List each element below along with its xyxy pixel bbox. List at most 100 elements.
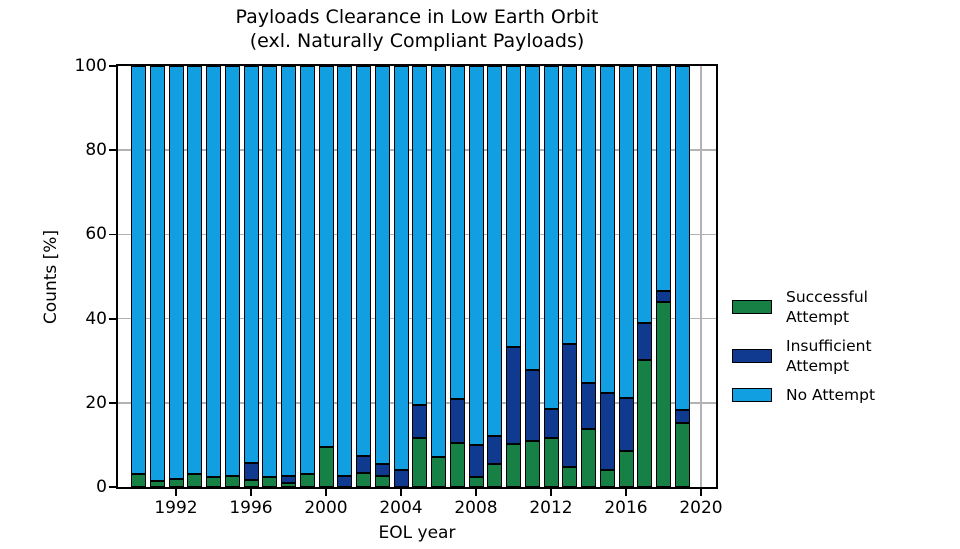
bar-2005-no-attempt — [412, 66, 428, 405]
bar-1991-no-attempt — [149, 66, 165, 481]
bar-2015-no-attempt — [599, 66, 615, 394]
x-tick-label-2008: 2008 — [454, 498, 498, 518]
bar-2002-successful-attempt — [356, 472, 371, 487]
bar-1994-successful-attempt — [206, 477, 221, 487]
bar-2010-insufficient-attempt — [506, 346, 521, 445]
bar-1990-no-attempt — [131, 66, 146, 475]
bar-1999-no-attempt — [299, 66, 315, 475]
bar-2015-insufficient-attempt — [599, 393, 615, 471]
bar-2000-no-attempt — [318, 66, 334, 448]
bar-2009-insufficient-attempt — [487, 436, 503, 464]
bar-2018-insufficient-attempt — [656, 291, 671, 303]
bar-1998-no-attempt — [281, 66, 296, 477]
bar-2013-no-attempt — [562, 66, 578, 344]
chart-title-line2: (exl. Naturally Compliant Payloads) — [249, 30, 585, 52]
bar-1997-successful-attempt — [262, 476, 278, 487]
bar-2006-successful-attempt — [431, 456, 446, 487]
x-tick-mark-2016 — [625, 489, 627, 496]
x-tick-mark-2008 — [475, 489, 477, 496]
bar-1992-successful-attempt — [168, 478, 184, 487]
bar-2011-no-attempt — [524, 66, 540, 371]
bar-2008-insufficient-attempt — [468, 444, 484, 478]
bar-1995-no-attempt — [224, 66, 240, 477]
bar-2003-insufficient-attempt — [374, 464, 390, 477]
x-tick-label-1996: 1996 — [229, 498, 273, 518]
bar-1996-insufficient-attempt — [243, 463, 259, 480]
legend-swatch-insufficient_attempt — [732, 349, 772, 363]
x-tick-label-2020: 2020 — [679, 498, 723, 518]
bar-1998-insufficient-attempt — [281, 476, 296, 484]
bar-2006-no-attempt — [431, 66, 446, 457]
x-tick-mark-1992 — [175, 489, 177, 496]
y-tick-label-20: 20 — [85, 392, 107, 413]
bar-1996-no-attempt — [243, 66, 259, 464]
bar-2008-no-attempt — [468, 66, 484, 445]
bar-1994-no-attempt — [206, 66, 221, 478]
bar-2014-no-attempt — [581, 66, 596, 383]
bar-2017-successful-attempt — [637, 359, 653, 487]
x-tick-label-2000: 2000 — [304, 498, 348, 518]
bar-2008-successful-attempt — [468, 477, 484, 487]
bar-1996-successful-attempt — [243, 479, 259, 487]
y-tick-label-60: 60 — [85, 224, 107, 245]
legend-label-insufficient_attempt: Insufficient Attempt — [786, 337, 872, 375]
bar-1993-successful-attempt — [187, 473, 203, 487]
bar-2009-successful-attempt — [487, 463, 503, 487]
bar-2019-insufficient-attempt — [674, 409, 690, 423]
legend-item-no_attempt: No Attempt — [732, 385, 875, 405]
bar-2009-no-attempt — [487, 66, 503, 437]
bar-2010-successful-attempt — [506, 444, 521, 487]
legend-item-insufficient_attempt: Insufficient Attempt — [732, 336, 875, 376]
x-tick-label-2016: 2016 — [604, 498, 648, 518]
chart-title-line1: Payloads Clearance in Low Earth Orbit — [235, 6, 599, 28]
bar-1993-no-attempt — [187, 66, 203, 474]
x-tick-label-1992: 1992 — [154, 498, 198, 518]
bar-2012-insufficient-attempt — [543, 409, 559, 438]
bar-2015-successful-attempt — [599, 470, 615, 487]
bar-2011-successful-attempt — [524, 440, 540, 487]
x-axis-label: EOL year — [378, 523, 456, 543]
bar-2013-successful-attempt — [562, 466, 578, 487]
bar-2005-insufficient-attempt — [412, 404, 428, 439]
legend-label-successful_attempt: Successful Attempt — [786, 288, 868, 326]
legend-swatch-successful_attempt — [732, 300, 772, 314]
y-tick-label-0: 0 — [96, 477, 107, 497]
x-tick-mark-1996 — [250, 489, 252, 496]
bar-2000-successful-attempt — [318, 447, 334, 487]
legend-item-successful_attempt: Successful Attempt — [732, 287, 875, 327]
bar-1990-successful-attempt — [131, 474, 146, 487]
bar-2004-insufficient-attempt — [393, 470, 409, 487]
bar-2017-insufficient-attempt — [637, 322, 653, 360]
y-tick-mark-60 — [109, 233, 116, 236]
bar-2003-no-attempt — [374, 66, 390, 465]
bar-2010-no-attempt — [506, 66, 521, 347]
y-tick-label-80: 80 — [85, 140, 107, 161]
bar-2007-no-attempt — [449, 66, 465, 400]
legend-swatch-no_attempt — [732, 388, 772, 402]
bar-2001-insufficient-attempt — [337, 476, 353, 487]
y-tick-label-100: 100 — [74, 56, 107, 76]
y-tick-label-40: 40 — [85, 308, 107, 329]
y-tick-mark-20 — [109, 401, 116, 404]
x-tick-mark-2012 — [550, 489, 552, 496]
plot-area — [109, 64, 718, 496]
y-tick-mark-100 — [109, 65, 116, 67]
x-tick-label-2004: 2004 — [379, 498, 423, 518]
bar-2019-no-attempt — [674, 66, 690, 410]
bar-1999-successful-attempt — [299, 474, 315, 487]
bar-2013-insufficient-attempt — [562, 343, 578, 467]
bar-2003-successful-attempt — [374, 476, 390, 487]
y-tick-mark-0 — [109, 486, 116, 488]
y-tick-mark-40 — [109, 317, 116, 320]
bar-2016-no-attempt — [618, 66, 634, 399]
bar-2004-no-attempt — [393, 66, 409, 471]
x-tick-mark-2000 — [325, 489, 327, 496]
bar-2014-insufficient-attempt — [581, 382, 596, 430]
bar-1995-successful-attempt — [224, 476, 240, 487]
bar-2002-insufficient-attempt — [356, 455, 371, 473]
bar-2011-insufficient-attempt — [524, 370, 540, 441]
bar-2017-no-attempt — [637, 66, 653, 323]
bar-2001-no-attempt — [337, 66, 353, 477]
y-tick-mark-80 — [109, 149, 116, 152]
